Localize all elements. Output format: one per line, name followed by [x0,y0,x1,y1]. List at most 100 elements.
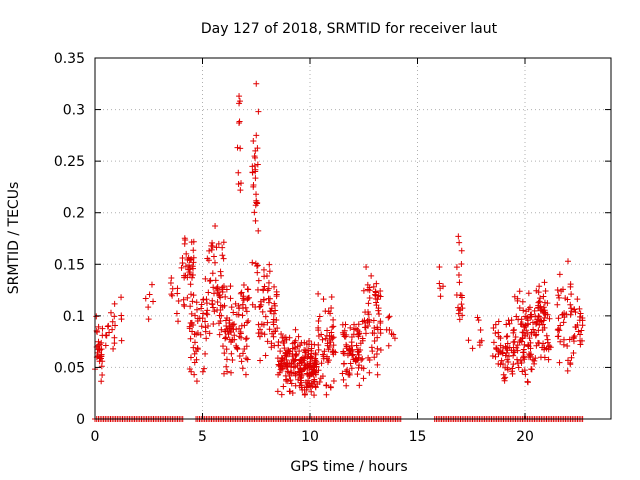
data-point [325,359,331,366]
data-point [110,345,117,352]
data-point [533,331,540,338]
data-point [373,280,380,287]
data-point [572,324,579,331]
data-point [206,277,213,284]
data-point [564,367,571,374]
data-point [567,359,574,366]
data-point [579,315,586,322]
data-point [346,345,353,352]
data-point [286,348,293,355]
data-point [538,318,545,325]
data-point [305,382,312,389]
data-point [497,342,504,349]
data-point [320,296,327,303]
data-point [280,383,287,390]
data-point [262,313,269,320]
data-point [187,281,194,288]
data-point-peak [253,199,260,206]
data-point [239,350,246,357]
data-point [316,378,323,385]
data-point [540,340,547,347]
data-point [506,320,513,327]
data-point [254,269,261,276]
data-point [224,326,231,333]
data-point [283,353,290,360]
x-tick-label: 10 [301,429,319,445]
data-point [293,351,300,358]
data-point [557,322,564,329]
data-point [291,357,298,364]
data-point [230,309,237,316]
data-point [237,145,244,152]
data-point [266,268,273,275]
data-point [229,357,236,364]
data-point [265,279,272,286]
data-point [511,326,518,333]
data-point [111,334,118,341]
data-point [255,227,262,234]
data-point [342,333,349,340]
data-point [187,354,194,361]
data-point [360,287,367,294]
data-point [243,343,250,350]
data-point [234,345,241,352]
data-point [146,291,153,298]
data-point [306,364,313,371]
data-point [567,281,574,288]
data-point [362,330,369,337]
data-point [221,370,228,377]
data-point [208,246,215,253]
data-point [358,364,365,371]
data-point [325,346,332,353]
data-point [313,363,320,370]
data-point [187,266,194,273]
data-point [278,330,285,337]
data-point [536,283,543,290]
data-point [277,348,284,355]
data-point [527,352,534,359]
data-point [456,316,463,323]
data-point [287,388,294,395]
data-point [554,301,561,308]
data-point [254,262,261,269]
data-point [189,272,196,279]
data-point [495,318,502,325]
data-point [186,366,193,373]
data-point [311,368,318,375]
data-point [517,321,524,328]
data-point [372,292,379,299]
data-point [99,325,106,332]
data-point [205,257,212,264]
data-point [459,312,466,319]
data-point [280,339,287,346]
data-point [242,304,249,311]
data-point [375,311,382,317]
data-point [221,302,228,309]
data-point [276,369,283,376]
data-point [277,362,284,369]
data-point [241,345,248,352]
data-point [142,295,149,302]
data-point [315,327,322,334]
data-point [189,274,196,281]
data-point [556,327,563,334]
data-point [453,264,460,271]
data-point [286,360,293,367]
data-point [296,382,303,389]
data-point [453,292,460,299]
data-point [368,344,375,351]
data-point [305,347,312,354]
data-point [495,329,502,336]
data-point [254,161,261,168]
data-point [218,272,225,279]
data-point [297,379,304,386]
data-point [556,271,563,278]
data-point [173,310,180,317]
data-point [201,365,208,372]
data-point [519,368,526,375]
data-point [503,321,510,328]
data-point [535,312,542,319]
data-point [217,307,224,314]
data-point [521,333,528,340]
data-point [240,282,247,289]
